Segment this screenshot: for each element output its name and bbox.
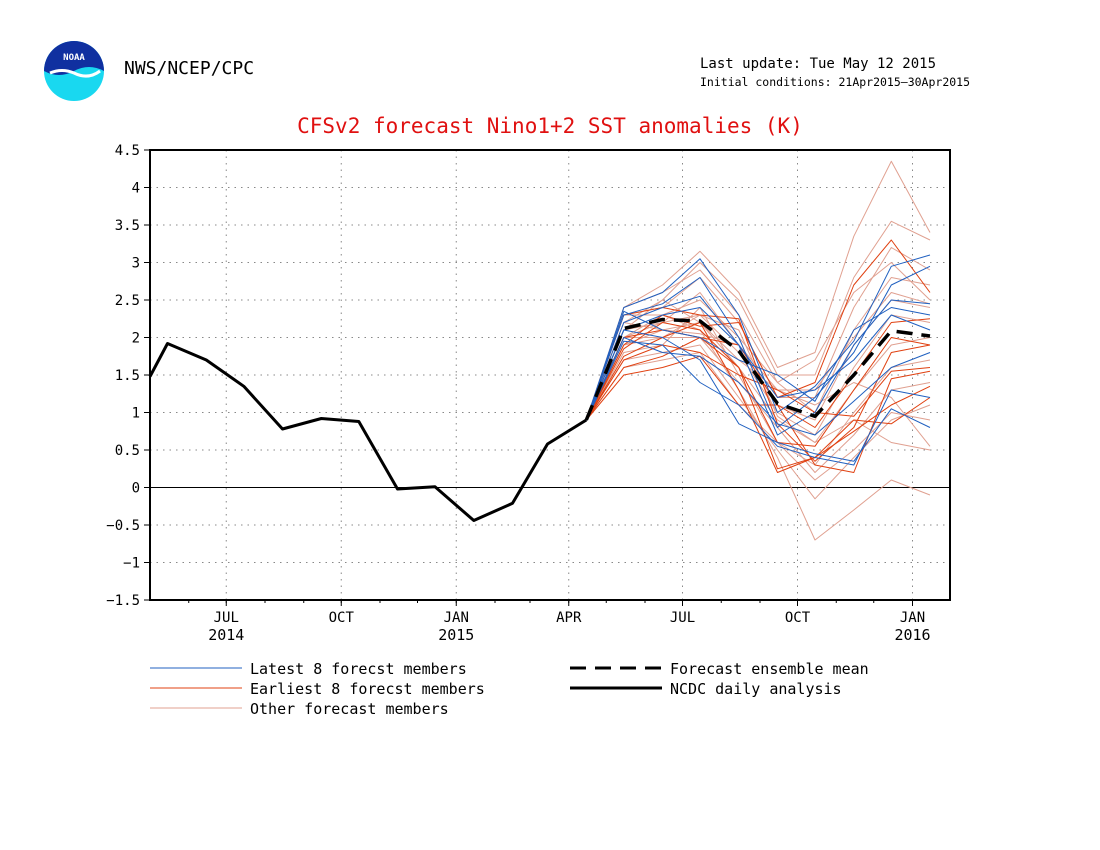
y-tick-label: −1 xyxy=(123,556,140,572)
y-tick-label: 3.5 xyxy=(115,218,140,234)
other-member-line xyxy=(585,322,931,443)
x-tick-year-label: 2016 xyxy=(894,626,930,644)
y-tick-label: 4.5 xyxy=(115,143,140,159)
latest-member-line xyxy=(585,307,931,421)
earliest-member-line xyxy=(585,355,931,473)
axis-layer: −1.5−1−0.500.511.522.533.544.5JUL2014OCT… xyxy=(106,143,951,644)
legend-label-latest: Latest 8 forecst members xyxy=(250,660,467,678)
y-tick-label: 2 xyxy=(132,331,140,347)
initial-conditions: Initial conditions: 21Apr2015–30Apr2015 xyxy=(700,75,971,89)
y-tick-label: 4 xyxy=(132,181,140,197)
legend-label-mean: Forecast ensemble mean xyxy=(670,660,869,678)
x-tick-label: OCT xyxy=(785,610,811,626)
earliest-member-line xyxy=(585,322,931,473)
ensemble-mean-line xyxy=(584,317,931,421)
earliest-member-line xyxy=(585,239,931,421)
x-tick-label: JUL xyxy=(214,610,239,626)
y-tick-label: 1.5 xyxy=(115,368,140,384)
other-member-line xyxy=(585,160,931,421)
x-tick-label: JAN xyxy=(900,610,925,626)
chart-title: CFSv2 forecast Nino1+2 SST anomalies (K) xyxy=(297,114,803,138)
y-tick-label: −0.5 xyxy=(106,518,140,534)
y-tick-label: 3 xyxy=(132,256,140,272)
x-tick-label: JUL xyxy=(670,610,695,626)
earliest-member-line xyxy=(585,337,931,470)
x-tick-year-label: 2014 xyxy=(208,626,244,644)
x-tick-year-label: 2015 xyxy=(438,626,474,644)
x-tick-label: JAN xyxy=(444,610,469,626)
legend-label-analysis: NCDC daily analysis xyxy=(670,680,842,698)
series-layer xyxy=(148,160,931,541)
grid-layer xyxy=(150,150,950,600)
latest-member-line xyxy=(585,295,931,436)
logo-text: NOAA xyxy=(63,53,85,63)
y-tick-label: 1 xyxy=(132,406,140,422)
plot-frame xyxy=(149,149,951,601)
y-tick-label: 0.5 xyxy=(115,443,140,459)
x-tick-label: APR xyxy=(556,610,582,626)
last-update: Last update: Tue May 12 2015 xyxy=(700,56,937,72)
y-tick-label: 2.5 xyxy=(115,293,140,309)
analysis-line xyxy=(148,342,588,522)
legend-label-other: Other forecast members xyxy=(250,700,449,718)
y-tick-label: −1.5 xyxy=(106,593,140,609)
latest-member-line xyxy=(585,340,931,466)
noaa-logo: NOAA xyxy=(44,41,104,101)
legend-label-earliest: Earliest 8 forecst members xyxy=(250,680,485,698)
legend-layer: Latest 8 forecst members Earliest 8 forec… xyxy=(150,660,869,718)
y-tick-label: 0 xyxy=(132,481,140,497)
latest-member-line xyxy=(585,254,931,421)
latest-member-line xyxy=(585,329,931,462)
latest-member-line xyxy=(585,337,931,436)
latest-member-line xyxy=(585,307,931,421)
org-label: NWS/NCEP/CPC xyxy=(124,58,255,79)
x-tick-label: OCT xyxy=(329,610,355,626)
